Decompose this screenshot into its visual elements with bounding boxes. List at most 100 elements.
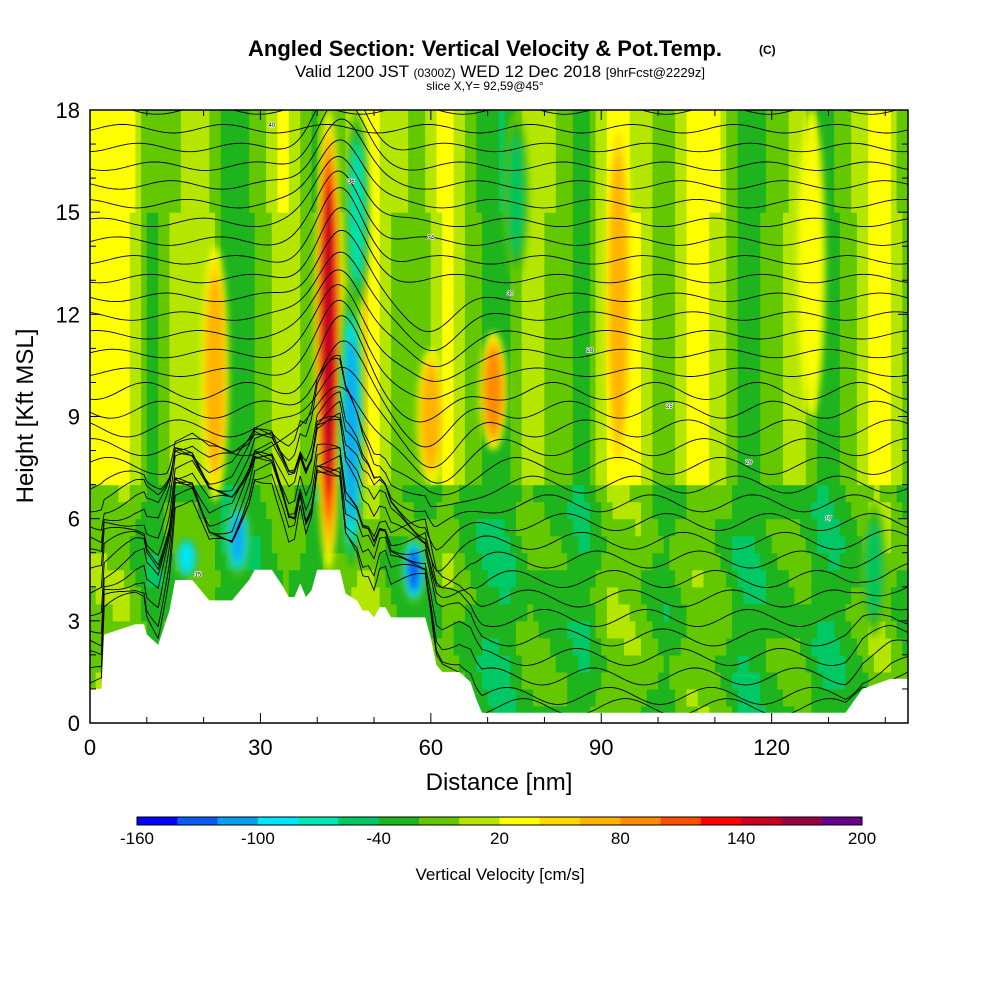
field-cell <box>748 671 756 690</box>
field-cell <box>794 637 801 656</box>
field-cell <box>709 229 716 247</box>
field-cell <box>646 229 653 247</box>
field-cell <box>800 654 807 673</box>
field-cell <box>856 144 864 162</box>
field-cell <box>771 671 778 690</box>
field-cell <box>811 484 818 503</box>
field-cell <box>720 637 727 656</box>
field-cell <box>589 348 597 366</box>
field-cell <box>822 688 830 707</box>
field-cell <box>726 144 733 162</box>
field-cell <box>567 552 574 571</box>
field-cell <box>464 518 472 537</box>
field-cell <box>402 365 409 383</box>
field-cell <box>146 535 154 554</box>
field-cell <box>129 212 137 230</box>
field-cell <box>124 212 131 230</box>
field-cell <box>845 637 852 656</box>
field-cell <box>567 688 574 707</box>
field-cell <box>487 603 494 622</box>
field-cell <box>266 212 273 230</box>
field-cell <box>141 331 148 349</box>
field-cell <box>703 195 710 213</box>
field-cell <box>777 110 784 128</box>
field-cell <box>288 127 296 145</box>
field-cell <box>158 433 165 452</box>
field-cell <box>362 501 369 520</box>
field-cell <box>834 382 841 400</box>
field-cell <box>175 246 182 264</box>
field-cell <box>283 161 290 179</box>
field-cell <box>646 212 653 230</box>
field-cell <box>788 467 795 486</box>
field-cell <box>135 212 142 230</box>
field-cell <box>396 467 404 486</box>
field-cell <box>192 178 199 196</box>
field-cell <box>476 280 483 298</box>
field-cell <box>760 433 767 452</box>
field-cell <box>339 144 347 162</box>
field-cell <box>606 671 614 690</box>
field-cell <box>158 212 165 230</box>
field-cell <box>163 229 171 247</box>
field-cell <box>692 450 699 469</box>
field-cell <box>845 178 852 196</box>
field-cell <box>180 433 188 452</box>
field-cell <box>129 484 137 503</box>
field-cell <box>396 314 404 332</box>
field-cell <box>663 552 670 571</box>
field-cell <box>635 263 642 281</box>
field-cell <box>538 399 546 418</box>
field-cell <box>726 212 733 230</box>
field-cell <box>124 484 131 503</box>
field-cell <box>408 348 415 366</box>
field-cell <box>288 348 296 366</box>
field-cell <box>663 161 670 179</box>
field-cell <box>249 297 256 315</box>
field-cell <box>112 195 119 213</box>
field-cell <box>561 399 568 418</box>
field-cell <box>777 688 784 707</box>
field-cell <box>834 263 841 281</box>
field-cell <box>266 161 273 179</box>
field-cell <box>641 297 648 315</box>
field-cell <box>362 586 369 605</box>
field-cell <box>402 433 409 452</box>
field-cell <box>788 348 795 366</box>
field-cell <box>675 637 682 656</box>
field-cell <box>152 280 159 298</box>
field-cell <box>697 671 705 690</box>
field-cell <box>95 637 102 656</box>
field-cell <box>555 416 563 435</box>
field-cell <box>686 178 693 196</box>
field-cell <box>226 195 233 213</box>
field-cell <box>459 280 466 298</box>
field-cell <box>226 212 233 230</box>
field-cell <box>828 586 835 605</box>
field-cell <box>425 195 432 213</box>
field-cell <box>300 382 307 400</box>
field-cell <box>544 161 551 179</box>
field-cell <box>663 416 670 435</box>
field-cell <box>788 110 795 128</box>
field-cell <box>709 399 716 418</box>
field-cell <box>731 450 739 469</box>
field-cell <box>391 144 398 162</box>
field-cell <box>646 144 653 162</box>
field-cell <box>243 178 250 196</box>
field-cell <box>459 654 466 673</box>
field-cell <box>146 365 154 383</box>
field-cell <box>453 654 460 673</box>
field-cell <box>379 518 386 537</box>
field-cell <box>538 246 546 264</box>
field-cell <box>595 535 602 554</box>
field-cell <box>794 161 801 179</box>
field-cell <box>783 314 790 332</box>
field-cell <box>271 467 279 486</box>
field-cell <box>589 127 597 145</box>
field-cell <box>584 280 591 298</box>
field-cell <box>856 280 864 298</box>
field-cell <box>561 212 568 230</box>
field-cell <box>197 399 205 418</box>
field-cell <box>277 212 284 230</box>
